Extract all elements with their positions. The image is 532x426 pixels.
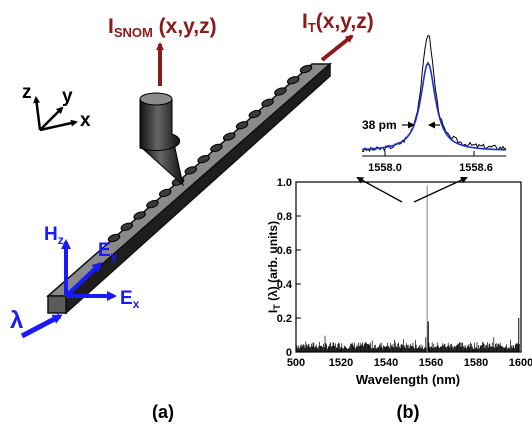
noise-floor-trace xyxy=(296,335,520,352)
snom-intensity-label: ISNOM (x,y,z) xyxy=(108,15,217,40)
hole xyxy=(107,233,121,243)
linewidth-label: 38 pm xyxy=(362,118,397,132)
hz-label: Hz xyxy=(44,224,64,247)
x-axis-label: x xyxy=(80,110,91,131)
transmission-arrow xyxy=(320,34,354,62)
hole xyxy=(235,121,249,130)
ex-label: Ex xyxy=(120,288,140,311)
hole xyxy=(158,188,172,198)
hole xyxy=(222,132,236,141)
z-axis-label: z xyxy=(22,82,32,103)
zoom-arrow-left xyxy=(356,177,403,203)
y-tick-label: 0.2 xyxy=(277,313,292,325)
inset-zoom: 1558.0 1558.6 38 pm xyxy=(361,34,507,174)
spectrum-panel: 0 0.2 0.4 0.6 0.8 1.0 500 1520 1540 1560 1580 1600… xyxy=(266,176,532,422)
snom-tip xyxy=(139,92,184,187)
caption-a: (a) xyxy=(152,402,174,422)
ey-label: Ey xyxy=(98,240,118,263)
transmitted-intensity-label: IT(x,y,z) xyxy=(302,10,374,35)
y-axis-ticks: 0 0.2 0.4 0.6 0.8 1.0 xyxy=(277,177,301,359)
caption-b: (b) xyxy=(397,402,420,422)
hole xyxy=(261,98,274,107)
coordinate-axes: z y x xyxy=(22,82,91,132)
hole xyxy=(120,222,134,231)
y-tick-label: 0.8 xyxy=(277,211,292,223)
inset-fit-curve xyxy=(361,61,506,151)
hole xyxy=(133,211,146,220)
x-tick-label: 1520 xyxy=(329,357,353,369)
hole xyxy=(248,109,262,119)
zoom-arrow-right xyxy=(413,176,468,203)
hole xyxy=(184,166,198,175)
hole xyxy=(146,200,159,209)
schematic-panel: ISNOM (x,y,z) IT(x,y,z) z y x Hz Ey Ex λ… xyxy=(10,10,374,422)
y-tick-label: 0.6 xyxy=(277,245,292,257)
x-axis-title: Wavelength (nm) xyxy=(356,372,460,387)
x-tick-label: 1600 xyxy=(509,357,532,369)
x-tick-label: 1540 xyxy=(374,357,398,369)
photonic-crystal-holes xyxy=(107,64,313,243)
input-light-arrow xyxy=(20,313,63,339)
x-tick-label: 1560 xyxy=(419,357,443,369)
plot-frame xyxy=(295,181,522,353)
x-axis-ticks: 500 1520 1540 1560 1580 1600 xyxy=(287,347,532,369)
inset-tick-left: 1558.0 xyxy=(368,162,402,174)
hole xyxy=(210,143,223,153)
x-tick-label: 1580 xyxy=(464,357,488,369)
y-axis-label: y xyxy=(62,86,73,107)
y-tick-label: 0 xyxy=(286,347,292,359)
x-tick-label: 500 xyxy=(287,357,305,369)
inset-tick-right: 1558.6 xyxy=(459,162,493,174)
wavelength-symbol: λ xyxy=(10,307,23,334)
y-tick-label: 0.4 xyxy=(277,279,293,291)
hole xyxy=(197,154,210,164)
hole xyxy=(299,64,313,74)
field-vectors: Hz Ey Ex xyxy=(44,224,140,311)
hole xyxy=(274,87,287,96)
y-tick-label: 1.0 xyxy=(277,177,292,189)
hole xyxy=(286,76,300,85)
y-axis-title: IT (λ) (arb. units) xyxy=(266,221,282,313)
inset-measured-curve xyxy=(361,34,507,153)
